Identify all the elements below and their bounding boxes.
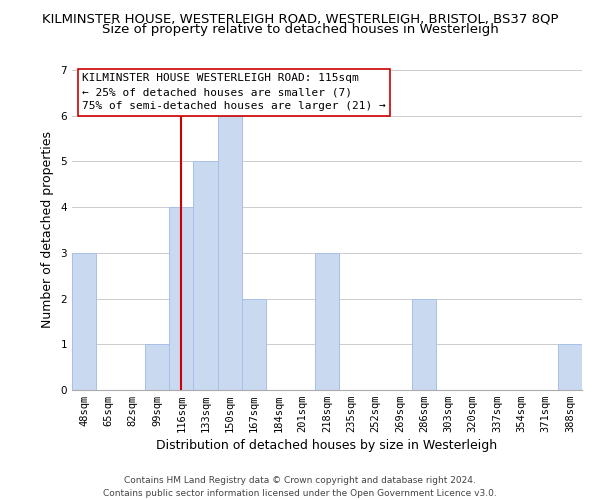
Text: Size of property relative to detached houses in Westerleigh: Size of property relative to detached ho… [101,22,499,36]
Bar [145,344,169,390]
Bar [558,344,582,390]
Bar [218,116,242,390]
X-axis label: Distribution of detached houses by size in Westerleigh: Distribution of detached houses by size … [157,440,497,452]
Bar [242,298,266,390]
Bar [169,207,193,390]
Y-axis label: Number of detached properties: Number of detached properties [41,132,53,328]
Bar [412,298,436,390]
Bar [193,162,218,390]
Text: KILMINSTER HOUSE WESTERLEIGH ROAD: 115sqm
← 25% of detached houses are smaller (: KILMINSTER HOUSE WESTERLEIGH ROAD: 115sq… [82,73,386,111]
Text: Contains HM Land Registry data © Crown copyright and database right 2024.
Contai: Contains HM Land Registry data © Crown c… [103,476,497,498]
Bar [72,253,96,390]
Text: KILMINSTER HOUSE, WESTERLEIGH ROAD, WESTERLEIGH, BRISTOL, BS37 8QP: KILMINSTER HOUSE, WESTERLEIGH ROAD, WEST… [42,12,558,26]
Bar [315,253,339,390]
